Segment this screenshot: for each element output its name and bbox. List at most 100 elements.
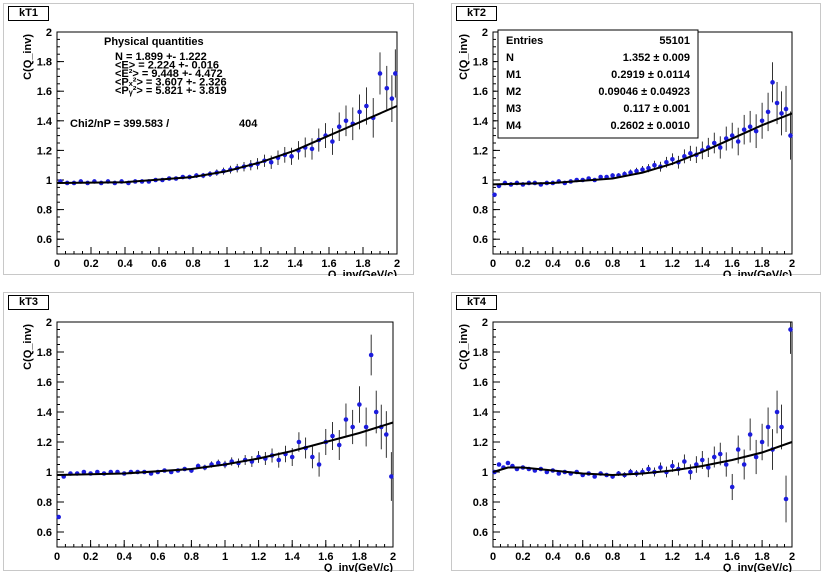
data-point	[377, 71, 383, 76]
x-tick-label: 1.4	[695, 258, 711, 270]
stats-row-label: N	[506, 52, 514, 64]
data-point	[735, 139, 741, 144]
data-point	[610, 173, 615, 178]
x-tick-label: 0.4	[117, 258, 133, 270]
y-tick-label: 1.6	[473, 377, 488, 389]
data-point	[682, 459, 687, 464]
data-point	[81, 469, 87, 475]
data-point	[357, 109, 362, 115]
x-axis-title: Q_inv(GeV/c)	[328, 269, 397, 276]
data-point	[765, 424, 771, 430]
panel-kt2: 0 0.2 0.4 0.6 0.8 1 1.2 1.4 1.6 1.8 2 0.6 0.8 1 1.2 1.4…	[451, 3, 821, 276]
x-tick-label: 1	[222, 551, 228, 563]
data-point	[747, 124, 753, 130]
stats-chi2-label: Chi2/nP = 399.583 /	[70, 118, 169, 130]
x-tick-label: 0.8	[185, 258, 200, 270]
stats-row-value: 0.2602 ± 0.0010	[611, 120, 690, 132]
stats-line: <E²> = 9.448 +- 4.472	[115, 68, 223, 80]
data-point	[783, 106, 789, 112]
x-tick-label: 2	[789, 551, 795, 563]
data-point	[316, 462, 322, 467]
data-point	[779, 111, 784, 116]
x-tick-label: 1.8	[355, 258, 370, 270]
data-point	[741, 462, 747, 467]
x-tick-label: 1	[639, 258, 645, 270]
y-axis-title: C(Q_inv)	[458, 324, 470, 370]
data-point	[364, 103, 369, 109]
data-point	[788, 133, 793, 138]
x-tick-label: 1.4	[285, 551, 301, 563]
stats-row-value: 1.352 ± 0.009	[623, 52, 690, 64]
data-point	[646, 466, 651, 472]
y-tick-label: 2	[482, 27, 488, 39]
data-point	[694, 462, 699, 467]
data-point	[330, 139, 335, 144]
data-point	[700, 457, 705, 463]
data-point	[658, 465, 663, 470]
y-tick-label: 1	[482, 467, 488, 479]
data-point	[357, 402, 362, 407]
data-point	[741, 127, 747, 132]
stats-line: <Pᵧ²> = 5.821 +- 3.819	[115, 85, 227, 97]
x-tick-label: 1.2	[665, 551, 680, 563]
x-tick-label: 1.4	[287, 258, 303, 270]
x-tick-label: 2	[789, 258, 795, 270]
chart-kt2: 0 0.2 0.4 0.6 0.8 1 1.2 1.4 1.6 1.8 2 0.6 0.8 1 1.2 1.4…	[458, 27, 795, 276]
data-point	[774, 409, 780, 415]
data-point	[711, 140, 717, 146]
fit-curve	[492, 441, 793, 477]
x-tick-label: 0	[54, 258, 60, 270]
y-axis-title: C(Q_inv)	[22, 324, 34, 370]
data-point	[774, 100, 780, 106]
data-point	[389, 96, 395, 101]
y-tick-label: 0.6	[37, 527, 52, 539]
stats-row-value: 0.2919 ± 0.0114	[611, 69, 691, 81]
x-tick-label: 0.2	[515, 258, 530, 270]
x-tick-label: 0.4	[545, 551, 561, 563]
x-tick-label: 0.2	[83, 258, 98, 270]
data-point	[640, 167, 645, 172]
stats-row-label: M1	[506, 69, 521, 81]
y-tick-label: 1.2	[37, 437, 52, 449]
x-tick-label: 1.8	[754, 551, 769, 563]
stats-row-label: M3	[506, 103, 521, 115]
stats-row-label: M2	[506, 86, 521, 98]
y-tick-label: 1.8	[37, 347, 52, 359]
x-tick-label: 2	[390, 551, 396, 563]
y-tick-label: 0.6	[473, 527, 488, 539]
data-point	[276, 457, 282, 463]
stats-row-label: M4	[506, 120, 522, 132]
x-tick-label: 1.6	[725, 258, 740, 270]
data-point	[330, 433, 335, 439]
data-point	[363, 424, 369, 430]
stats-row-value: 55101	[659, 35, 690, 47]
data-point	[729, 484, 735, 490]
data-point	[717, 451, 723, 457]
x-tick-label: 1.8	[352, 551, 367, 563]
x-tick-label: 0.6	[150, 551, 165, 563]
panel-kt4: 0 0.2 0.4 0.6 0.8 1 1.2 1.4 1.6 1.8 2 0.6 0.8 1 1.2 1.4…	[451, 292, 821, 572]
y-tick-label: 1.6	[37, 86, 52, 98]
x-tick-label: 1	[639, 551, 645, 563]
data-point	[788, 327, 793, 332]
data-point	[705, 465, 711, 470]
data-point	[350, 424, 355, 430]
chart-kt1: 0 0.2 0.4 0.6 0.8 1 1.2 1.4 1.6 1.8 2 0.6 0.8 1 1.2 1.4…	[22, 27, 400, 276]
y-tick-label: 0.6	[473, 234, 488, 246]
data-point	[215, 460, 221, 466]
y-tick-label: 2	[46, 27, 52, 39]
data-point	[652, 162, 657, 168]
fit-curve	[492, 112, 793, 186]
panel-label: kT4	[456, 295, 497, 310]
stats-chi2-value: 404	[239, 118, 258, 130]
data-point	[634, 168, 639, 174]
stats-row-label: Entries	[506, 35, 543, 47]
panel-kt1: 0 0.2 0.4 0.6 0.8 1 1.2 1.4 1.6 1.8 2 0.6 0.8 1 1.2 1.4…	[3, 3, 414, 276]
x-tick-label: 0.8	[605, 551, 620, 563]
x-tick-label: 1.2	[253, 258, 268, 270]
data-point	[723, 462, 729, 467]
y-tick-label: 2	[46, 317, 52, 329]
data-point	[310, 454, 315, 460]
x-tick-label: 0.2	[83, 551, 98, 563]
x-tick-label: 0.6	[575, 258, 590, 270]
